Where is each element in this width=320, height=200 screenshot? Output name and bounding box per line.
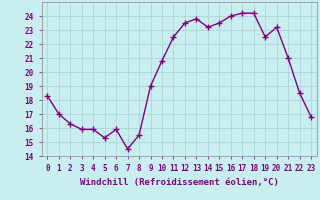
X-axis label: Windchill (Refroidissement éolien,°C): Windchill (Refroidissement éolien,°C)	[80, 178, 279, 187]
